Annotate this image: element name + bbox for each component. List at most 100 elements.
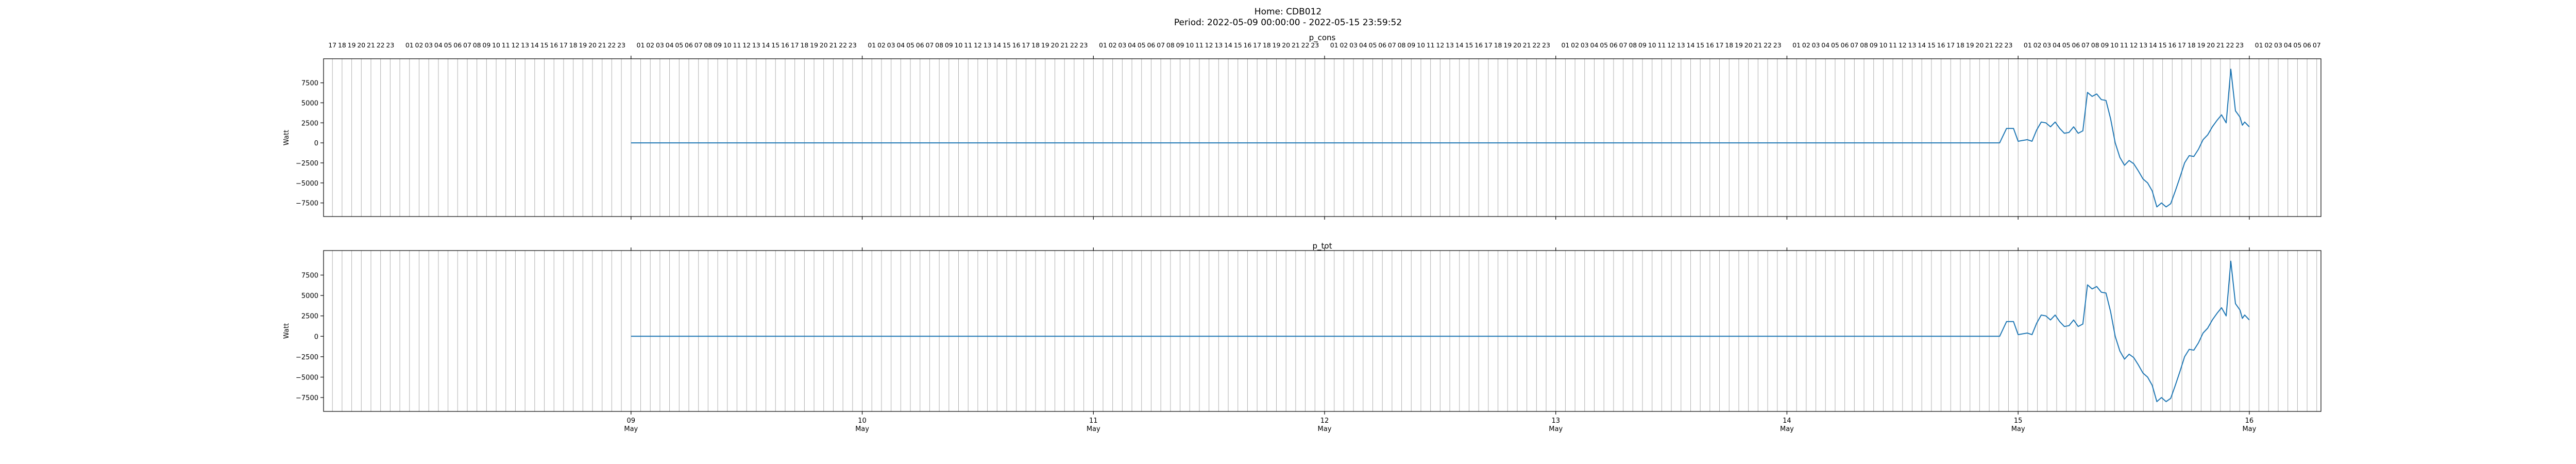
hour-tick-label: 20 (2207, 41, 2215, 49)
hour-tick-label: 08 (1629, 41, 1637, 49)
hour-tick-label: 10 (955, 41, 963, 49)
hour-tick-label: 08 (935, 41, 943, 49)
y-tick-label: 7500 (301, 272, 318, 280)
hour-tick-label: 10 (1185, 41, 1194, 49)
hour-tick-label: 16 (1937, 41, 1945, 49)
chart-panel-p-tot: p_tot−7500−5000−25000250050007500Watt09M… (283, 241, 2321, 433)
hour-tick-label: 23 (1542, 41, 1550, 49)
hour-tick-label: 22 (607, 41, 616, 49)
hour-tick-label: 14 (1455, 41, 1464, 49)
x-tick-label: May (1087, 425, 1100, 433)
figure-title-line1: Home: CDB012 (1255, 7, 1321, 17)
hour-tick-label: 15 (1465, 41, 1473, 49)
x-tick-label: May (1318, 425, 1332, 433)
hour-tick-label: 11 (2120, 41, 2128, 49)
hour-tick-label: 08 (704, 41, 712, 49)
hour-tick-label: 07 (1850, 41, 1858, 49)
hour-tick-label: 06 (916, 41, 924, 49)
hour-tick-label: 01 (1099, 41, 1107, 49)
x-tick-label: 15 (2014, 417, 2023, 425)
hour-tick-label: 07 (1388, 41, 1396, 49)
hour-tick-label: 13 (1677, 41, 1685, 49)
hour-tick-label: 01 (2024, 41, 2032, 49)
hour-tick-label: 18 (1494, 41, 1502, 49)
hour-tick-label: 07 (1157, 41, 1165, 49)
y-tick-label: −7500 (296, 394, 318, 402)
hour-tick-label: 14 (2149, 41, 2157, 49)
hour-tick-label: 19 (1735, 41, 1743, 49)
hour-tick-label: 15 (771, 41, 779, 49)
hour-tick-label: 09 (2100, 41, 2109, 49)
series-line (631, 69, 2250, 208)
hour-tick-label: 19 (1041, 41, 1049, 49)
x-tick-label: 09 (627, 417, 636, 425)
hour-tick-label: 02 (1571, 41, 1579, 49)
hour-tick-label: 01 (405, 41, 414, 49)
hour-tick-label: 15 (1696, 41, 1704, 49)
hour-tick-label: 04 (1359, 41, 1367, 49)
hour-tick-label: 07 (2081, 41, 2090, 49)
series-line (631, 260, 2250, 402)
hour-tick-label: 17 (1946, 41, 1955, 49)
hour-tick-label: 23 (1773, 41, 1782, 49)
hour-tick-label: 21 (598, 41, 606, 49)
hour-tick-label: 05 (1369, 41, 1377, 49)
y-tick-label: 7500 (301, 80, 318, 88)
hour-tick-label: 11 (964, 41, 972, 49)
hour-tick-label: 18 (800, 41, 808, 49)
hour-tick-label: 20 (357, 41, 365, 49)
hour-tick-label: 10 (723, 41, 732, 49)
hour-tick-label: 23 (1311, 41, 1319, 49)
hour-tick-label: 22 (1995, 41, 2003, 49)
hour-tick-label: 16 (2168, 41, 2176, 49)
hour-tick-label: 03 (887, 41, 895, 49)
hour-tick-label: 06 (2072, 41, 2080, 49)
hour-tick-label: 19 (579, 41, 587, 49)
hour-tick-label: 22 (1070, 41, 1078, 49)
y-tick-label: 5000 (301, 292, 318, 300)
hour-tick-label: 22 (1301, 41, 1310, 49)
hour-tick-label: 23 (1080, 41, 1088, 49)
hour-tick-label: 01 (868, 41, 876, 49)
x-axis (631, 56, 2250, 220)
hour-tick-label: 21 (1060, 41, 1069, 49)
hour-tick-label: 08 (2091, 41, 2099, 49)
hour-tick-label: 20 (1282, 41, 1290, 49)
hour-tick-label: 18 (2188, 41, 2196, 49)
hour-tick-label: 04 (896, 41, 905, 49)
hour-tick-label: 04 (1821, 41, 1829, 49)
hour-tick-label: 09 (482, 41, 490, 49)
hour-tick-label: 11 (1657, 41, 1666, 49)
hour-tick-label: 09 (1638, 41, 1647, 49)
panel-title: p_tot (1313, 241, 1332, 251)
hour-tick-label: 02 (1802, 41, 1810, 49)
hour-tick-label: 03 (2043, 41, 2051, 49)
hour-tick-label: 14 (762, 41, 770, 49)
hour-tick-label: 17 (560, 41, 568, 49)
y-tick-label: 0 (314, 140, 318, 147)
hour-tick-label: 14 (1687, 41, 1695, 49)
hour-tick-label: 23 (386, 41, 394, 49)
hour-tick-label: 04 (2284, 41, 2292, 49)
hour-tick-label: 06 (685, 41, 693, 49)
x-tick-label: May (855, 425, 869, 433)
hour-tick-label: 21 (1754, 41, 1762, 49)
hour-tick-label: 14 (1224, 41, 1232, 49)
hour-tick-label: 17 (791, 41, 799, 49)
hour-tick-label: 03 (1812, 41, 1820, 49)
hour-tick-label: 05 (444, 41, 452, 49)
hour-tick-label: 19 (810, 41, 818, 49)
hour-tick-label: 21 (829, 41, 837, 49)
hour-tick-label: 08 (1860, 41, 1868, 49)
hour-tick-label: 14 (531, 41, 539, 49)
hour-tick-label: 12 (974, 41, 982, 49)
hour-tick-label: 09 (1176, 41, 1184, 49)
hour-tick-label: 06 (1147, 41, 1155, 49)
hour-tick-label: 10 (1417, 41, 1425, 49)
hour-tick-label: 01 (1561, 41, 1569, 49)
hour-tick-label: 23 (2005, 41, 2013, 49)
hour-tick-label: 01 (1792, 41, 1801, 49)
y-axis: −7500 −5000 −2500 0 2500 5000 7500 Watt (283, 80, 324, 208)
hour-tick-label: 07 (1619, 41, 1628, 49)
hour-tick-label: 04 (2053, 41, 2061, 49)
